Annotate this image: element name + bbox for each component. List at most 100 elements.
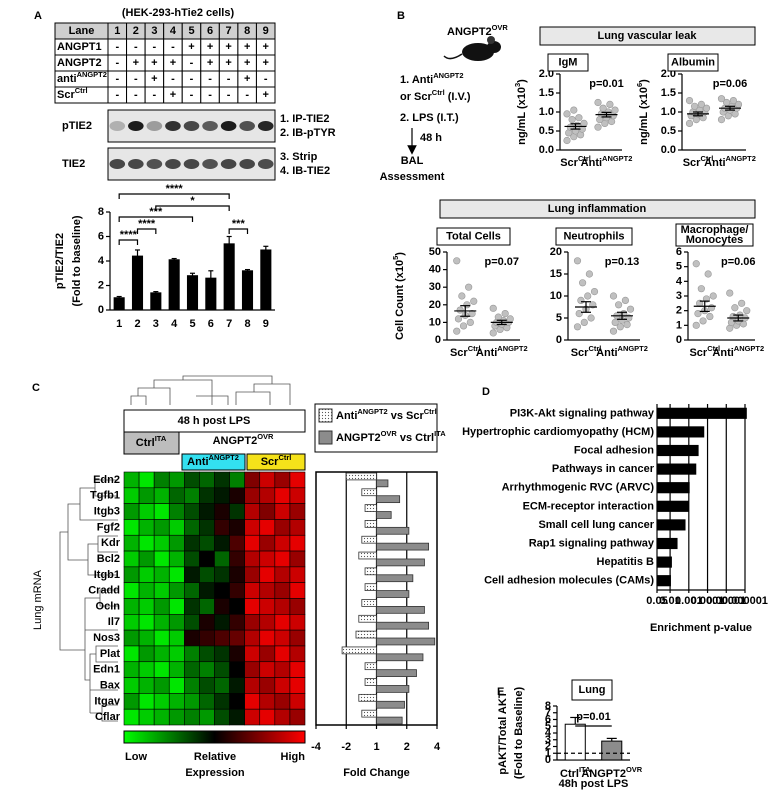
bar <box>376 716 403 725</box>
superscript: Ctrl <box>432 88 445 97</box>
row-label: Edn1 <box>93 664 120 676</box>
heatmap-cell <box>123 519 140 536</box>
box <box>123 431 180 455</box>
superscript: ANGPT2 <box>433 71 463 80</box>
table-cell: + <box>263 41 269 53</box>
blot-step: 1. IP-TIE2 <box>280 113 330 125</box>
heatmap-cell <box>259 566 276 583</box>
group-label: ScrCtrl <box>261 453 292 469</box>
heatmap-cell <box>274 677 291 694</box>
y-tick-label: 1.5 <box>661 87 676 99</box>
y-tick-label: PI3K-Akt signaling pathway <box>510 407 655 419</box>
x-tick-label: 0.05 <box>646 595 667 607</box>
heatmap-cell <box>229 566 245 583</box>
box <box>246 453 306 471</box>
label-part: ) <box>638 79 650 83</box>
heatmap-cell <box>259 677 276 694</box>
heatmap-cell <box>274 503 291 520</box>
heatmap-cell <box>153 550 170 568</box>
heatmap-cell <box>123 677 140 694</box>
heatmap-cell <box>229 598 245 615</box>
table-cell: - <box>208 73 212 85</box>
blot-step: 3. Strip <box>280 151 318 163</box>
data-point <box>563 110 571 118</box>
heatmap-cell <box>259 598 276 615</box>
label-part: Anti <box>476 347 497 359</box>
blot-band <box>165 121 181 131</box>
heatmap-cell <box>244 693 261 710</box>
heatmap-cell <box>153 534 170 552</box>
y-tick-label: 7 <box>545 707 551 719</box>
data-point <box>692 321 700 329</box>
step: or ScrCtrl (I.V.) <box>400 88 471 104</box>
bar <box>361 599 377 607</box>
y-tick-label: 4 <box>545 727 552 739</box>
bar <box>376 669 417 677</box>
x-tick-label: 9 <box>263 318 269 330</box>
blot-band <box>146 121 163 131</box>
bar <box>376 685 410 693</box>
heatmap-cell <box>289 519 306 536</box>
superscript: ANGPT2 <box>497 344 527 353</box>
superscript: Ctrl <box>578 154 591 163</box>
table-cell: + <box>244 73 250 85</box>
heatmap-cell <box>274 598 291 615</box>
data-point <box>575 310 583 318</box>
blot-band <box>220 159 237 169</box>
y-tick-label: 2 <box>98 280 104 292</box>
y-tick-label: 8 <box>545 700 551 712</box>
row-label: Cflar <box>95 711 121 723</box>
heatmap-cell <box>138 677 155 694</box>
data-point <box>729 96 738 105</box>
heatmap-cell <box>289 550 306 568</box>
blot-band <box>183 121 200 131</box>
y-tick-label: 0 <box>98 304 104 316</box>
heatmap-cell <box>259 645 276 663</box>
data-point <box>506 315 514 323</box>
x-tick-label: 0.01 <box>659 595 680 607</box>
bar <box>376 606 425 614</box>
row-label: Ocln <box>96 600 121 612</box>
table-header: 9 <box>263 25 269 37</box>
bar <box>657 519 686 531</box>
heatmap-cell <box>259 708 276 726</box>
box <box>439 199 756 219</box>
x-tick-label: 0.0001 <box>691 595 725 607</box>
heatmap-cell <box>244 629 261 647</box>
y-tick-label: 0.5 <box>539 125 554 137</box>
data-point <box>611 106 619 114</box>
scale-label: High <box>281 751 306 763</box>
heatmap-cell <box>153 503 170 520</box>
table-row-label: ANGPT2 <box>57 57 102 69</box>
blot-band <box>239 121 255 131</box>
heatmap-cell <box>214 661 230 678</box>
row-label: Nos3 <box>93 632 120 644</box>
table-cell: + <box>263 89 269 101</box>
bar <box>345 472 377 481</box>
blot-band <box>239 159 255 169</box>
row-label: Bax <box>100 679 121 691</box>
data-point <box>489 329 497 337</box>
heatmap-cell <box>259 487 276 504</box>
x-tick-label: AntiANGPT2 <box>704 154 756 170</box>
significance-label: **** <box>138 218 156 230</box>
y-tick-label: 0.0 <box>539 144 554 156</box>
blot-step: 4. IB-TIE2 <box>280 165 330 177</box>
data-point <box>614 301 623 309</box>
bar <box>376 511 392 519</box>
heatmap-cell <box>153 629 170 647</box>
x-tick-label: ScrCtrl <box>689 344 720 360</box>
blot-band <box>220 121 237 131</box>
heatmap-cell <box>244 708 261 726</box>
table-cell: - <box>264 73 268 85</box>
bar <box>358 551 377 560</box>
heatmap-cell <box>199 487 215 504</box>
row-label: Itgav <box>94 695 121 707</box>
y-tick-label: 0.5 <box>661 125 676 137</box>
data-point <box>573 323 582 331</box>
bar <box>657 537 678 550</box>
heatmap-cell <box>244 645 261 663</box>
heatmap-cell <box>123 550 140 568</box>
heatmap-cell <box>153 566 170 583</box>
table-cell: + <box>207 41 213 53</box>
